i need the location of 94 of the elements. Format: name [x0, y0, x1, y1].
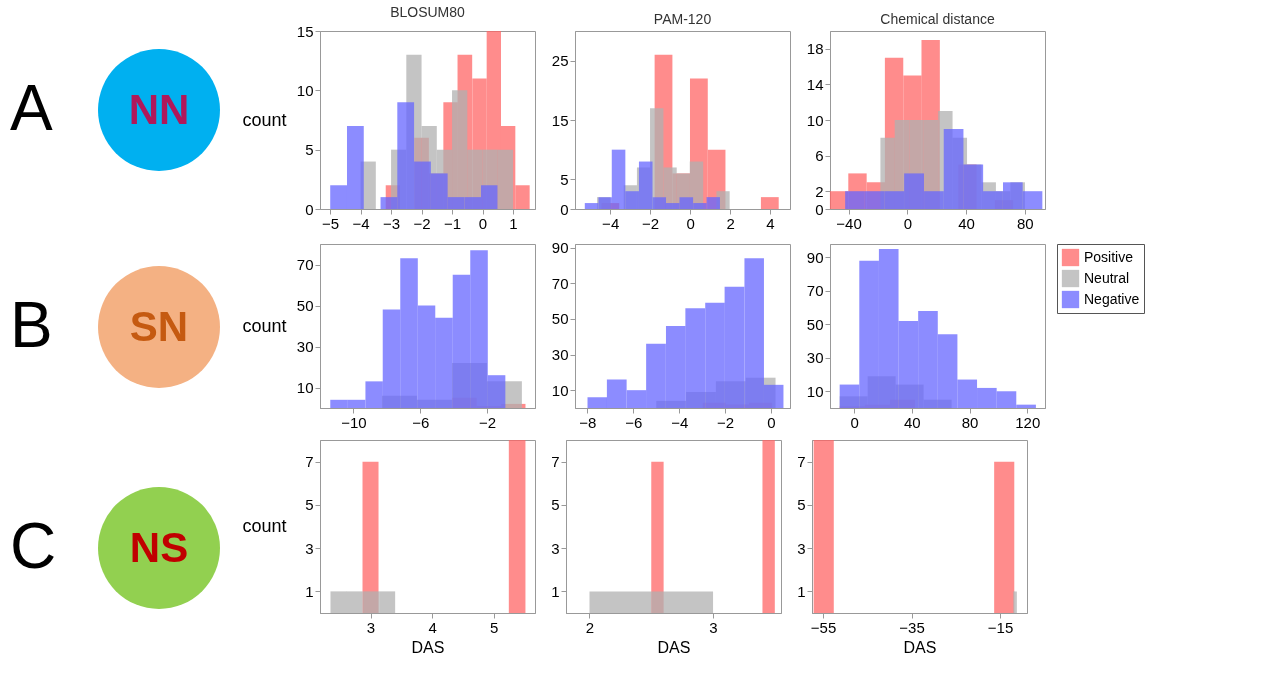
y-tick-label: 50	[296, 297, 314, 314]
y-tick-label: 3	[305, 539, 314, 557]
y-tick-label: 5	[797, 496, 806, 514]
y-tick-label: 5	[551, 496, 560, 514]
legend-label: Negative	[1084, 290, 1140, 307]
y-tick-label: 90	[551, 239, 569, 257]
y-tick-label: 1	[551, 582, 560, 600]
x-tick-label: 0	[850, 413, 859, 431]
x-axis-title: DAS	[657, 638, 691, 656]
y-tick-label: 70	[296, 256, 314, 273]
x-tick-label: 80	[961, 413, 979, 431]
x-tick-label: −2	[413, 214, 431, 232]
legend-label: Neutral	[1084, 269, 1130, 286]
y-axis-title: count	[242, 315, 287, 336]
y-tick-label: 5	[305, 496, 314, 514]
x-tick-label: 4	[428, 618, 437, 636]
y-tick-label: 90	[806, 248, 824, 266]
y-tick-label: 10	[551, 381, 569, 399]
circle-badge: NN	[98, 49, 220, 171]
x-tick-label: −10	[341, 413, 367, 431]
x-tick-label: −35	[899, 618, 925, 636]
y-tick-label: 3	[797, 539, 806, 557]
y-tick-label: 10	[296, 81, 314, 99]
x-tick-label: 2	[585, 618, 595, 636]
y-tick-label: 50	[551, 310, 569, 328]
circle-badge: NS	[98, 487, 220, 609]
y-tick-label: 3	[551, 539, 560, 557]
x-tick-label: 80	[1017, 214, 1034, 232]
y-tick-label: 6	[815, 147, 824, 165]
y-tick-label: 18	[806, 40, 824, 58]
text: B	[10, 289, 53, 361]
y-tick-label: 0	[305, 200, 314, 218]
x-tick-label: 5	[490, 618, 499, 636]
text: A	[10, 72, 53, 144]
y-tick-label: 15	[296, 22, 314, 40]
y-tick-label: 10	[296, 379, 314, 396]
y-axis-title: count	[242, 516, 287, 536]
x-tick-label: 0	[903, 214, 912, 232]
y-tick-label: 0	[560, 200, 569, 218]
x-tick-label: −8	[579, 413, 597, 431]
y-tick-label: 5	[305, 141, 314, 159]
y-tick-label: 70	[806, 282, 824, 300]
x-tick-label: 2	[726, 214, 735, 232]
circle-badge: SN	[98, 266, 220, 388]
x-tick-label: 3	[366, 618, 376, 636]
x-tick-label: −4	[671, 413, 689, 431]
x-tick-label: −2	[479, 413, 497, 431]
x-tick-label: 3	[709, 618, 718, 636]
x-tick-label: −15	[987, 618, 1014, 636]
chart-title: PAM-120	[653, 11, 712, 27]
y-tick-label: 25	[551, 52, 569, 70]
chart-title: Chemical distance	[880, 11, 995, 27]
y-tick-label: 7	[551, 453, 560, 471]
x-tick-label: −3	[383, 214, 401, 232]
x-tick-label: 4	[766, 214, 775, 232]
x-tick-label: −2	[642, 214, 660, 232]
x-tick-label: −6	[412, 413, 430, 431]
x-tick-label: −40	[836, 214, 862, 232]
x-tick-label: −4	[602, 214, 620, 232]
y-tick-label: 70	[551, 274, 569, 292]
y-tick-label: 50	[806, 315, 824, 333]
y-tick-label: 15	[551, 111, 569, 129]
x-tick-label: 120	[1015, 413, 1041, 431]
x-tick-label: 40	[958, 214, 975, 232]
y-tick-label: 1	[305, 582, 314, 600]
x-tick-label: −2	[717, 413, 735, 431]
y-tick-label: 10	[806, 111, 824, 129]
y-tick-label: 14	[806, 75, 824, 93]
x-tick-label: 0	[686, 214, 695, 232]
y-tick-label: 30	[806, 349, 824, 367]
y-tick-label: 7	[797, 453, 806, 471]
y-tick-label: 7	[305, 453, 314, 471]
y-tick-label: 10	[806, 382, 824, 400]
x-tick-label: −1	[443, 214, 462, 232]
chart-title: BLOSUM80	[390, 4, 466, 20]
legend-label: Positive	[1084, 248, 1134, 265]
y-tick-label: 0	[815, 200, 824, 218]
y-axis-title: count	[242, 109, 287, 130]
y-tick-label: 5	[560, 170, 569, 188]
y-tick-label: 2	[815, 182, 824, 200]
x-tick-label: −4	[352, 214, 370, 232]
x-tick-label: −5	[322, 214, 340, 232]
x-tick-label: 40	[903, 413, 921, 431]
x-tick-label: −6	[625, 413, 643, 431]
y-tick-label: 30	[296, 338, 314, 355]
x-tick-label: 0	[767, 413, 776, 431]
text: C	[10, 510, 57, 582]
x-tick-label: −55	[810, 618, 837, 636]
y-tick-label: 1	[797, 582, 806, 600]
x-tick-label: 1	[509, 214, 518, 232]
y-tick-label: 30	[551, 346, 569, 364]
x-axis-title: DAS	[411, 638, 445, 656]
x-tick-label: 0	[478, 214, 488, 232]
x-axis-title: DAS	[903, 638, 937, 656]
